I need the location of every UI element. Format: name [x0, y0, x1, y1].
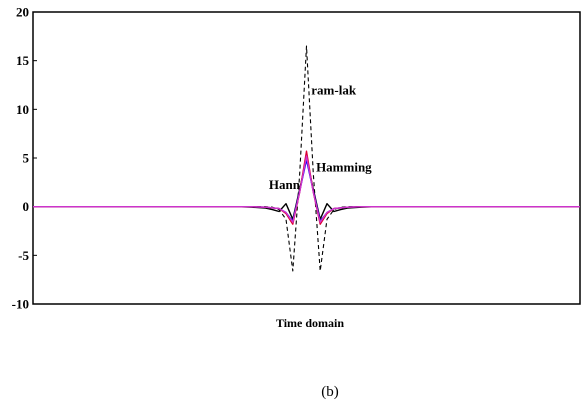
y-axis: -10 -5 0 5 10 15 20	[12, 5, 37, 312]
y-tick-label: 10	[16, 102, 29, 117]
x-axis-label: Time domain	[276, 316, 344, 330]
series-layer	[33, 45, 580, 272]
y-tick-label: 0	[23, 199, 30, 214]
annotation-ram-lak: ram-lak	[311, 83, 357, 98]
annotations: ram-lak Hamming Hann	[269, 83, 372, 192]
figure-caption: (b)	[321, 384, 339, 400]
annotation-hamming: Hamming	[316, 160, 372, 175]
y-tick-label: 20	[16, 5, 29, 20]
y-tick-label: 15	[16, 53, 30, 68]
y-tick-label: -10	[12, 297, 29, 312]
y-tick-label: -5	[18, 248, 29, 263]
series-line-hann	[33, 159, 580, 223]
annotation-hann: Hann	[269, 177, 301, 192]
y-tick-label: 5	[23, 151, 30, 166]
series-line-hamming	[33, 157, 580, 221]
series-line-magenta	[33, 155, 580, 223]
